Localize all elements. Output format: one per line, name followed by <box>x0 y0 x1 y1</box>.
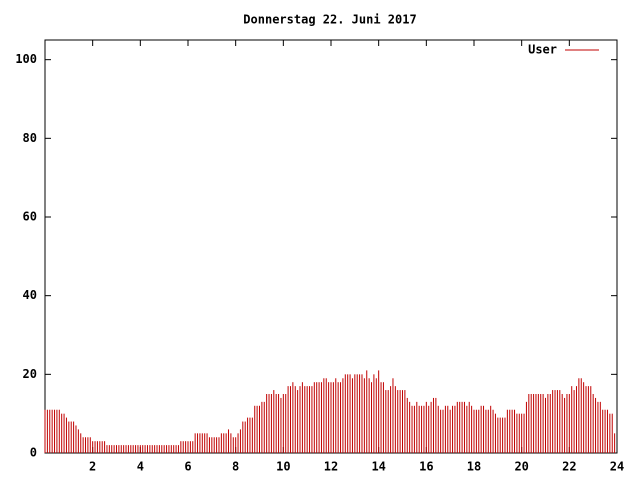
y-tick-label: 0 <box>30 446 37 460</box>
x-tick-label: 4 <box>137 460 144 474</box>
y-tick-label: 40 <box>23 288 37 302</box>
x-tick-label: 24 <box>610 460 624 474</box>
x-tick-label: 14 <box>371 460 385 474</box>
legend-label: User <box>528 43 557 57</box>
x-tick-label: 8 <box>232 460 239 474</box>
y-tick-label: 60 <box>23 210 37 224</box>
x-tick-label: 6 <box>184 460 191 474</box>
x-tick-label: 2 <box>89 460 96 474</box>
x-tick-label: 20 <box>514 460 528 474</box>
chart-title: Donnerstag 22. Juni 2017 <box>243 13 416 27</box>
y-tick-label: 20 <box>23 367 37 381</box>
x-tick-label: 16 <box>419 460 433 474</box>
x-tick-label: 10 <box>276 460 290 474</box>
y-tick-label: 100 <box>15 52 37 66</box>
x-tick-label: 22 <box>562 460 576 474</box>
x-tick-label: 18 <box>467 460 481 474</box>
x-tick-label: 12 <box>324 460 338 474</box>
y-tick-label: 80 <box>23 131 37 145</box>
